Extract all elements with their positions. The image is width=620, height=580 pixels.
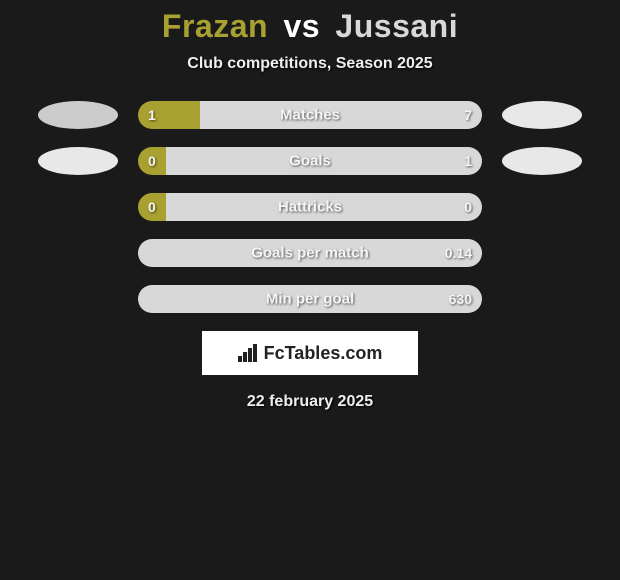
stats-list: Matches17Goals01Hattricks00Goals per mat… (0, 101, 620, 313)
date-label: 22 february 2025 (0, 393, 620, 411)
logo-label: FcTables.com (264, 343, 383, 364)
avatar-spacer (502, 239, 582, 267)
avatar-spacer (502, 193, 582, 221)
avatar-right (502, 101, 582, 129)
bar-segment-right (138, 285, 482, 313)
title: Frazan vs Jussani (0, 8, 620, 45)
stat-row: Hattricks00 (0, 193, 620, 221)
stat-value-left: 0 (148, 199, 156, 215)
stat-value-left: 1 (148, 107, 156, 123)
stat-row: Goals01 (0, 147, 620, 175)
stat-row: Min per goal630 (0, 285, 620, 313)
stat-bar: Goals01 (138, 147, 482, 175)
stat-value-right: 7 (464, 107, 472, 123)
stat-value-right: 0 (464, 199, 472, 215)
logo-text: FcTables.com (238, 343, 383, 364)
avatar-left (38, 147, 118, 175)
player2-name: Jussani (335, 8, 458, 44)
avatar-right (502, 147, 582, 175)
stat-row: Goals per match0.14 (0, 239, 620, 267)
stat-value-right: 630 (449, 291, 472, 307)
comparison-card: Frazan vs Jussani Club competitions, Sea… (0, 0, 620, 411)
bar-segment-right (200, 101, 482, 129)
bar-segment-right (166, 147, 482, 175)
stat-bar: Matches17 (138, 101, 482, 129)
avatar-spacer (38, 285, 118, 313)
avatar-left (38, 101, 118, 129)
stat-value-right: 0.14 (445, 245, 472, 261)
stat-bar: Goals per match0.14 (138, 239, 482, 267)
stat-bar: Hattricks00 (138, 193, 482, 221)
vs-separator: vs (283, 8, 320, 44)
subtitle: Club competitions, Season 2025 (0, 55, 620, 73)
bar-segment-right (166, 193, 482, 221)
source-logo: FcTables.com (202, 331, 418, 375)
stat-row: Matches17 (0, 101, 620, 129)
avatar-spacer (38, 193, 118, 221)
bars-icon (238, 344, 260, 362)
player1-name: Frazan (162, 8, 268, 44)
stat-value-right: 1 (464, 153, 472, 169)
stat-bar: Min per goal630 (138, 285, 482, 313)
bar-segment-right (138, 239, 482, 267)
stat-value-left: 0 (148, 153, 156, 169)
avatar-spacer (502, 285, 582, 313)
avatar-spacer (38, 239, 118, 267)
